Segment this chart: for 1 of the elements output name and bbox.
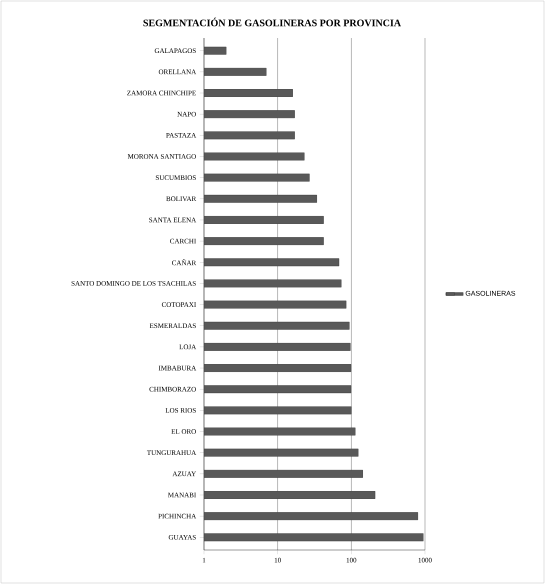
chart-title: SEGMENTACIÓN DE GASOLINERAS POR PROVINCIA (143, 18, 401, 26)
